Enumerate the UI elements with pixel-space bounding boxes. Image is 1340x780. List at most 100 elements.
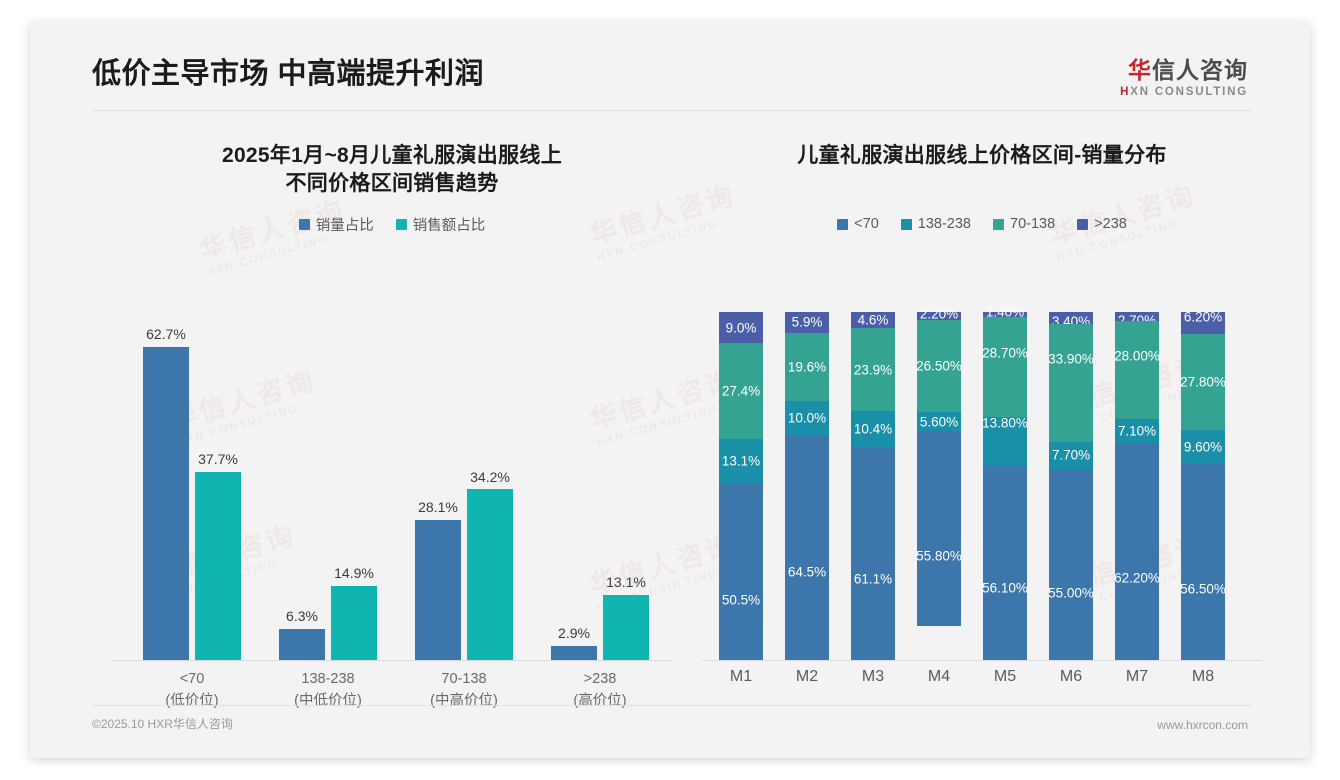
- x-axis-label-70-138: 70-138 (中高价位): [394, 668, 534, 713]
- footer-website[interactable]: www.hxrcon.com: [1157, 718, 1248, 732]
- segment-70-138[interactable]: 27.80%: [1180, 333, 1226, 431]
- segment-value-label: 55.00%: [1048, 585, 1094, 601]
- page-title: 低价主导市场 中高端提升利润: [92, 58, 485, 90]
- legend-label: <70: [854, 216, 879, 233]
- bar-column[interactable]: 37.7%: [195, 312, 241, 660]
- segment-70-138[interactable]: 23.9%: [851, 328, 895, 412]
- stacked-bar-column[interactable]: 3.40% 33.90% 7.70% 55.00%: [1048, 312, 1094, 660]
- logo-chinese-text: 华信人咨询: [1120, 58, 1248, 82]
- segment-138-238[interactable]: 7.10%: [1115, 418, 1159, 444]
- segment-70-138[interactable]: 28.70%: [982, 316, 1028, 417]
- segment-lt70[interactable]: 62.20%: [1114, 443, 1160, 660]
- x-axis-label-main: 70-138: [441, 671, 487, 687]
- stacked-bar-x-axis-labels: M1 M2 M3 M4 M5 M6 M7 M8: [702, 668, 1262, 698]
- bar-column[interactable]: 62.7%: [143, 312, 189, 660]
- segment-138-238[interactable]: 9.60%: [1181, 430, 1225, 464]
- bar-column[interactable]: 2.9%: [551, 312, 597, 660]
- legend-item-lt70[interactable]: <70: [837, 216, 879, 232]
- segment-lt70[interactable]: 55.00%: [1048, 468, 1094, 660]
- segment-gt238[interactable]: 3.40%: [1049, 312, 1093, 329]
- segment-70-138[interactable]: 19.6%: [785, 332, 829, 401]
- segment-138-238[interactable]: 10.0%: [785, 400, 829, 436]
- bar-volume-share[interactable]: [415, 519, 461, 660]
- segment-value-label: 10.4%: [853, 421, 893, 437]
- slide: 华信人咨询 HXN CONSULTING 华信人咨询 HXN CONSULTIN…: [30, 22, 1310, 758]
- stacked-bar-column[interactable]: 2.20% 26.50% 5.60% 55.80%: [916, 306, 962, 660]
- legend-swatch-icon: [900, 218, 912, 230]
- segment-138-238[interactable]: 7.70%: [1049, 441, 1093, 469]
- segment-lt70[interactable]: 50.5%: [719, 484, 763, 660]
- bar-revenue-share[interactable]: [195, 471, 241, 660]
- bar-volume-share[interactable]: [279, 628, 325, 660]
- grouped-bar-plot-area: 62.7% 37.7% 6.3% 14.9%: [122, 312, 667, 660]
- stacked-bar-column[interactable]: 6.20% 27.80% 9.60% 56.50%: [1180, 309, 1226, 660]
- segment-138-238[interactable]: 10.4%: [851, 411, 895, 448]
- bar-revenue-share[interactable]: [603, 594, 649, 660]
- x-axis-label-m8: M8: [1191, 668, 1215, 685]
- stacked-bar-column[interactable]: 5.9% 19.6% 10.0% 64.5%: [785, 312, 829, 660]
- x-axis-label-main: >238: [583, 671, 617, 687]
- stacked-bar-column[interactable]: 9.0% 27.4% 13.1% 50.5%: [719, 312, 763, 660]
- segment-gt238[interactable]: 1.40%: [983, 305, 1027, 320]
- x-axis-label-m6: M6: [1059, 668, 1083, 685]
- segment-lt70[interactable]: 56.10%: [982, 464, 1028, 660]
- segment-lt70[interactable]: 55.80%: [916, 431, 962, 626]
- bar-volume-share[interactable]: [551, 645, 597, 660]
- bar-value-label: 34.2%: [470, 468, 510, 485]
- x-axis-label-sub: (高价位): [573, 693, 627, 710]
- bar-column[interactable]: 28.1%: [415, 312, 461, 660]
- segment-lt70[interactable]: 56.50%: [1180, 463, 1226, 660]
- legend-item-138-238[interactable]: 138-238: [900, 216, 971, 232]
- segment-value-label: 10.0%: [787, 410, 827, 426]
- bar-column[interactable]: 34.2%: [467, 312, 513, 660]
- legend-item-volume-share[interactable]: 销量占比: [298, 214, 374, 235]
- stacked-bar-column[interactable]: 1.40% 28.70% 13.80% 56.10%: [982, 305, 1028, 660]
- segment-138-238[interactable]: 13.80%: [982, 416, 1028, 465]
- stacked-bar-plot-area: 9.0% 27.4% 13.1% 50.5% 5.9% 19.6% 10.0% …: [710, 305, 1254, 660]
- bar-value-label: 62.7%: [146, 326, 186, 343]
- segment-gt238[interactable]: 9.0%: [719, 312, 763, 344]
- segment-70-138[interactable]: 27.4%: [719, 343, 763, 439]
- bar-group: 6.3% 14.9%: [258, 312, 398, 660]
- bar-column[interactable]: 6.3%: [279, 312, 325, 660]
- x-axis-label-sub: (中低价位): [294, 693, 362, 710]
- bar-value-label: 14.9%: [334, 565, 374, 582]
- segment-value-label: 28.70%: [982, 345, 1028, 361]
- footer-divider: [92, 705, 1252, 706]
- segment-lt70[interactable]: 64.5%: [785, 435, 829, 660]
- legend-swatch-icon: [993, 218, 1004, 230]
- bar-volume-share[interactable]: [143, 346, 189, 660]
- legend-label: 销量占比: [315, 218, 374, 235]
- segment-value-label: 56.10%: [982, 580, 1028, 596]
- segment-gt238[interactable]: 6.20%: [1181, 309, 1225, 334]
- segment-70-138[interactable]: 33.90%: [1048, 323, 1094, 442]
- bar-column[interactable]: 13.1%: [603, 312, 649, 660]
- segment-138-238[interactable]: 13.1%: [719, 438, 763, 485]
- legend-swatch-icon: [1077, 218, 1089, 230]
- segment-gt238[interactable]: 4.6%: [851, 312, 895, 328]
- segment-70-138[interactable]: 28.00%: [1114, 321, 1160, 419]
- segment-gt238[interactable]: 5.9%: [785, 312, 829, 333]
- bar-value-label: 28.1%: [418, 499, 458, 516]
- logo-english-text: HXN CONSULTING: [1120, 86, 1248, 98]
- legend-item-revenue-share[interactable]: 销售额占比: [395, 214, 485, 235]
- right-chart-title: 儿童礼服演出服线上价格区间-销量分布: [797, 144, 1167, 167]
- right-chart-legend: <70 138-238 70-138 >238: [702, 216, 1262, 232]
- legend-item-70-138[interactable]: 70-138: [993, 216, 1055, 232]
- bar-revenue-share[interactable]: [331, 585, 377, 660]
- x-axis-label-sub: (低价位): [165, 693, 219, 710]
- legend-item-gt238[interactable]: >238: [1077, 216, 1127, 232]
- segment-gt238[interactable]: 2.70%: [1115, 312, 1159, 328]
- bar-column[interactable]: 14.9%: [331, 312, 377, 660]
- bar-revenue-share[interactable]: [467, 489, 513, 660]
- bar-group: 28.1% 34.2%: [394, 312, 534, 660]
- segment-value-label: 5.9%: [791, 314, 823, 330]
- segment-70-138[interactable]: 26.50%: [916, 319, 962, 412]
- segment-lt70[interactable]: 61.1%: [851, 447, 895, 660]
- segment-138-238[interactable]: 5.60%: [917, 411, 961, 432]
- stacked-bar-column[interactable]: 4.6% 23.9% 10.4% 61.1%: [851, 312, 895, 660]
- segment-value-label: 27.80%: [1180, 374, 1226, 390]
- segment-gt238[interactable]: 2.20%: [917, 306, 961, 321]
- grouped-bar-chart: 62.7% 37.7% 6.3% 14.9%: [92, 312, 692, 712]
- stacked-bar-column[interactable]: 2.70% 28.00% 7.10% 62.20%: [1114, 312, 1160, 660]
